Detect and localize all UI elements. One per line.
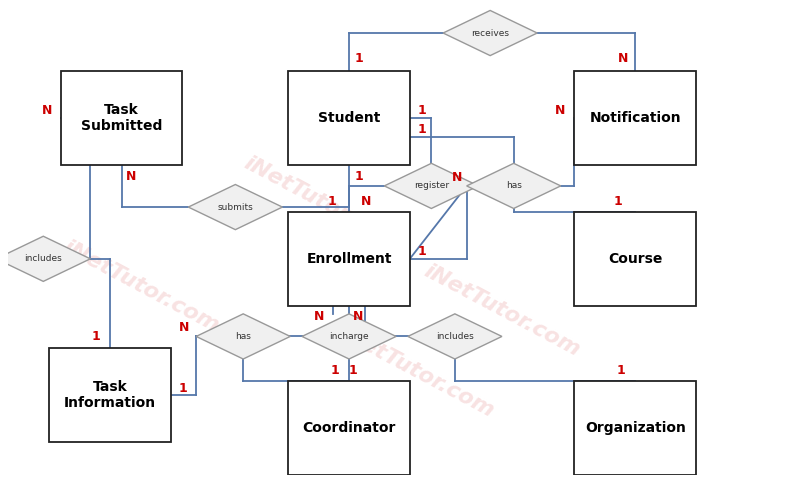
Polygon shape — [188, 184, 282, 229]
Text: 1: 1 — [327, 195, 336, 208]
Text: Coordinator: Coordinator — [302, 421, 396, 435]
Polygon shape — [196, 314, 290, 359]
Text: 1: 1 — [417, 104, 426, 117]
Text: receives: receives — [471, 28, 509, 37]
Text: submits: submits — [218, 203, 254, 212]
Text: N: N — [555, 104, 566, 117]
Text: Organization: Organization — [585, 421, 686, 435]
Text: 1: 1 — [330, 364, 339, 377]
Text: includes: includes — [25, 254, 62, 264]
Text: N: N — [314, 310, 325, 323]
Text: Enrollment: Enrollment — [306, 252, 392, 266]
Text: Task
Information: Task Information — [64, 380, 156, 410]
Polygon shape — [408, 314, 502, 359]
Text: N: N — [452, 171, 462, 184]
Text: iNetTutor.com: iNetTutor.com — [60, 238, 222, 336]
Bar — [288, 212, 410, 306]
Text: iNetTutor.com: iNetTutor.com — [421, 261, 583, 360]
Text: iNetTutor.com: iNetTutor.com — [334, 322, 497, 421]
Bar — [574, 381, 696, 475]
Text: 1: 1 — [354, 52, 363, 65]
Polygon shape — [0, 236, 90, 281]
Text: N: N — [179, 322, 190, 335]
Text: N: N — [361, 195, 371, 208]
Text: iNetTutor.com: iNetTutor.com — [240, 153, 403, 252]
Text: register: register — [414, 181, 449, 191]
Text: Student: Student — [318, 111, 380, 125]
Polygon shape — [466, 163, 561, 208]
Text: Task
Submitted: Task Submitted — [81, 103, 162, 133]
Bar — [574, 212, 696, 306]
Text: Notification: Notification — [590, 111, 681, 125]
Text: 1: 1 — [178, 382, 187, 395]
Text: N: N — [126, 170, 136, 183]
Bar — [49, 348, 170, 442]
Text: 1: 1 — [417, 123, 426, 136]
Text: N: N — [42, 104, 52, 117]
Text: N: N — [354, 310, 364, 323]
Polygon shape — [443, 11, 538, 56]
Text: Course: Course — [608, 252, 662, 266]
Bar — [288, 381, 410, 475]
Polygon shape — [384, 163, 478, 208]
Text: 1: 1 — [614, 195, 622, 208]
Text: 1: 1 — [354, 170, 363, 183]
Bar — [288, 71, 410, 165]
Text: N: N — [618, 52, 629, 65]
Text: 1: 1 — [617, 364, 626, 377]
Text: incharge: incharge — [330, 332, 369, 341]
Text: includes: includes — [436, 332, 474, 341]
Text: 1: 1 — [91, 330, 100, 343]
Text: has: has — [506, 181, 522, 191]
Text: has: has — [235, 332, 251, 341]
Text: 1: 1 — [417, 245, 426, 258]
Bar — [574, 71, 696, 165]
Bar — [61, 71, 182, 165]
Text: 1: 1 — [349, 364, 358, 377]
Polygon shape — [302, 314, 396, 359]
